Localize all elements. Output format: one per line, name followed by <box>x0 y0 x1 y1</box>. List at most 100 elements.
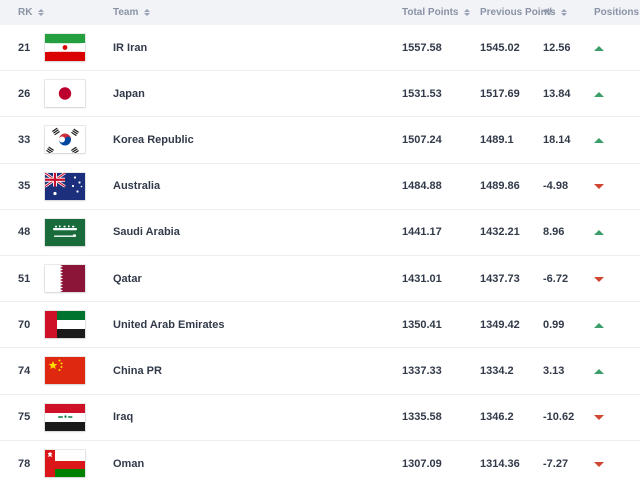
column-header-total[interactable]: Total Points <box>402 7 480 18</box>
sort-up-triangle-icon <box>38 9 45 12</box>
team-cell[interactable]: Iraq <box>45 403 402 431</box>
team-cell[interactable]: IR Iran <box>45 34 402 62</box>
sort-down-triangle-icon <box>464 13 471 16</box>
points-change-cell: -6.72 <box>543 272 569 285</box>
column-label: Previous Points <box>480 7 556 18</box>
table-row[interactable]: 48 Saudi Arabia 1441.17 1432.21 8.96 <box>0 209 640 256</box>
positions-cell <box>588 411 640 423</box>
sort-down-triangle-icon <box>144 13 151 16</box>
column-label: +/- <box>543 7 555 18</box>
column-header-delta[interactable]: +/- <box>543 7 588 18</box>
team-cell[interactable]: Saudi Arabia <box>45 218 402 246</box>
rank-up-triangle-icon <box>594 45 604 51</box>
team-name: Iraq <box>113 411 134 424</box>
qatar-flag-icon <box>45 265 85 293</box>
column-header-team[interactable]: Team <box>45 7 402 18</box>
points-change-cell: 12.56 <box>543 41 571 54</box>
points-change-cell: 13.84 <box>543 87 571 100</box>
rank-up-triangle-icon <box>594 91 604 97</box>
team-cell[interactable]: China PR <box>45 357 402 385</box>
team-cell[interactable]: Japan <box>45 80 402 108</box>
sort-up-triangle-icon <box>560 9 567 12</box>
australia-flag-icon <box>45 172 85 200</box>
team-cell[interactable]: United Arab Emirates <box>45 311 402 339</box>
total-points-cell: 1484.88 <box>402 180 442 193</box>
table-row[interactable]: 74 China PR 1337.33 1334.2 3.13 <box>0 348 640 395</box>
korea-flag-icon <box>45 126 85 154</box>
rank-up-triangle-icon <box>594 230 604 236</box>
sort-icon[interactable] <box>144 9 151 16</box>
points-change-cell: 8.96 <box>543 226 565 239</box>
team-cell[interactable]: Korea Republic <box>45 126 402 154</box>
rank-cell: 35 <box>18 180 31 193</box>
sort-icon[interactable] <box>38 9 45 16</box>
team-name: Saudi Arabia <box>113 226 180 239</box>
positions-cell <box>588 365 640 377</box>
column-header-positions[interactable]: Positions <box>588 7 640 18</box>
previous-points-cell: 1346.2 <box>480 411 514 424</box>
previous-points-cell: 1432.21 <box>480 226 520 239</box>
team-name: United Arab Emirates <box>113 318 225 331</box>
column-header-rank[interactable]: RK <box>0 7 45 18</box>
rank-cell: 78 <box>18 457 31 470</box>
team-cell[interactable]: Oman <box>45 450 402 478</box>
total-points-cell: 1531.53 <box>402 87 442 100</box>
rank-down-triangle-icon <box>594 461 604 467</box>
previous-points-cell: 1545.02 <box>480 41 520 54</box>
table-row[interactable]: 70 United Arab Emirates 1350.41 1349.42 0.99 <box>0 302 640 349</box>
rank-up-triangle-icon <box>594 137 604 143</box>
total-points-cell: 1307.09 <box>402 457 442 470</box>
team-cell[interactable]: Qatar <box>45 265 402 293</box>
column-header-previous[interactable]: Previous Points <box>480 7 556 18</box>
previous-points-cell: 1334.2 <box>480 364 514 377</box>
saudi-arabia-flag-icon <box>45 218 85 246</box>
rank-cell: 33 <box>18 133 31 146</box>
table-row[interactable]: 21 IR Iran 1557.58 1545.02 12.56 <box>0 25 640 72</box>
column-label: RK <box>18 7 33 18</box>
total-points-cell: 1337.33 <box>402 364 442 377</box>
table-row[interactable]: 75 Iraq 1335.58 1346.2 -10.62 <box>0 394 640 441</box>
rank-up-triangle-icon <box>594 368 604 374</box>
total-points-cell: 1350.41 <box>402 318 442 331</box>
sort-icon[interactable] <box>560 9 567 16</box>
rank-cell: 48 <box>18 226 31 239</box>
iran-flag-icon <box>45 34 85 62</box>
table-row[interactable]: 26 Japan 1531.53 1517.69 13.84 <box>0 71 640 118</box>
rank-up-triangle-icon <box>594 322 604 328</box>
rank-cell: 74 <box>18 364 31 377</box>
sort-icon[interactable] <box>464 9 471 16</box>
points-change-cell: -7.27 <box>543 457 569 470</box>
table-row[interactable]: 33 Korea Republic 1507.24 1489.1 18.14 <box>0 117 640 164</box>
positions-cell <box>588 273 640 285</box>
team-name: China PR <box>113 364 162 377</box>
rank-down-triangle-icon <box>594 184 604 190</box>
previous-points-cell: 1437.73 <box>480 272 520 285</box>
previous-points-cell: 1314.36 <box>480 457 520 470</box>
positions-cell <box>588 42 640 54</box>
previous-points-cell: 1489.86 <box>480 180 520 193</box>
team-name: Oman <box>113 457 145 470</box>
table-row[interactable]: 35 Australia 1484.88 1489.86 -4.98 <box>0 163 640 210</box>
column-label: Team <box>113 7 139 18</box>
points-change-cell: 3.13 <box>543 364 565 377</box>
previous-points-cell: 1517.69 <box>480 87 520 100</box>
rank-down-triangle-icon <box>594 276 604 282</box>
points-change-cell: 18.14 <box>543 133 571 146</box>
previous-points-cell: 1489.1 <box>480 133 514 146</box>
team-name: Korea Republic <box>113 133 194 146</box>
team-cell[interactable]: Australia <box>45 172 402 200</box>
table-body: 21 IR Iran 1557.58 1545.02 12.56 26 Japan 1531.… <box>0 25 640 487</box>
rank-cell: 70 <box>18 318 31 331</box>
positions-cell <box>588 180 640 192</box>
total-points-cell: 1431.01 <box>402 272 442 285</box>
rank-down-triangle-icon <box>594 415 604 421</box>
positions-cell <box>588 458 640 470</box>
table-row[interactable]: 51 Qatar 1431.01 1437.73 -6.72 <box>0 255 640 303</box>
team-name: Qatar <box>113 272 142 285</box>
rank-cell: 51 <box>18 272 31 285</box>
team-name: IR Iran <box>113 41 148 54</box>
sort-up-triangle-icon <box>144 9 151 12</box>
rank-cell: 26 <box>18 87 31 100</box>
table-row[interactable]: 78 Oman 1307.09 1314.36 -7.27 <box>0 440 640 487</box>
